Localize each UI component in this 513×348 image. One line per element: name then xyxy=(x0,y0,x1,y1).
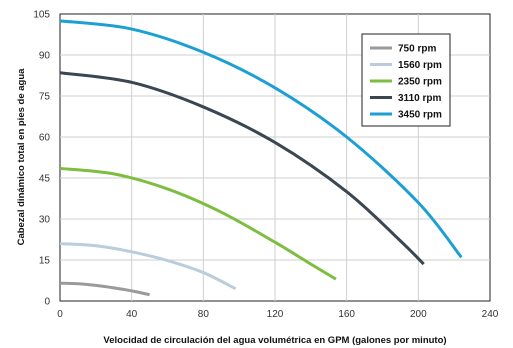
y-tick-label: 15 xyxy=(39,256,51,267)
x-tick-label: 40 xyxy=(126,309,138,320)
x-tick-label: 240 xyxy=(482,309,499,320)
legend-label-1560-rpm: 1560 rpm xyxy=(398,60,442,71)
legend-label-2350-rpm: 2350 rpm xyxy=(398,77,442,88)
y-tick-label: 105 xyxy=(33,10,50,21)
series-line-3110-rpm xyxy=(59,71,425,266)
y-axis-ticks: 0 15 30 45 60 75 90 105 xyxy=(33,10,50,308)
legend-label-3450-rpm: 3450 rpm xyxy=(398,110,442,121)
y-tick-label: 30 xyxy=(39,215,51,226)
legend-label-750-rpm: 750 rpm xyxy=(398,44,436,55)
series-line-2350-rpm xyxy=(59,166,337,281)
y-tick-label: 75 xyxy=(39,92,51,103)
x-tick-label: 160 xyxy=(338,309,355,320)
x-tick-label: 120 xyxy=(267,309,284,320)
y-tick-label: 45 xyxy=(39,174,51,185)
x-tick-label: 0 xyxy=(57,309,63,320)
series-lines xyxy=(59,19,463,297)
x-axis-ticks: 0 40 80 120 160 200 240 xyxy=(57,309,499,320)
series-line-3450-rpm xyxy=(59,19,463,259)
y-tick-label: 60 xyxy=(39,133,51,144)
y-tick-label: 90 xyxy=(39,51,51,62)
y-tick-label: 0 xyxy=(44,297,50,308)
legend-label-3110-rpm: 3110 rpm xyxy=(398,93,441,104)
x-tick-label: 80 xyxy=(198,309,210,320)
x-tick-label: 200 xyxy=(410,309,427,320)
y-axis-title: Cabezal dinámico total en pies de agua xyxy=(16,68,27,246)
legend-items: 750 rpm 1560 rpm 2350 rpm 3110 rpm 3450 rpm xyxy=(370,44,442,121)
x-axis-title: Velocidad de circulación del agua volumé… xyxy=(103,335,446,346)
series-line-1560-rpm xyxy=(59,242,237,291)
series-line-750-rpm xyxy=(59,281,150,297)
legend: 750 rpm 1560 rpm 2350 rpm 3110 rpm 3450 rpm xyxy=(361,33,451,127)
